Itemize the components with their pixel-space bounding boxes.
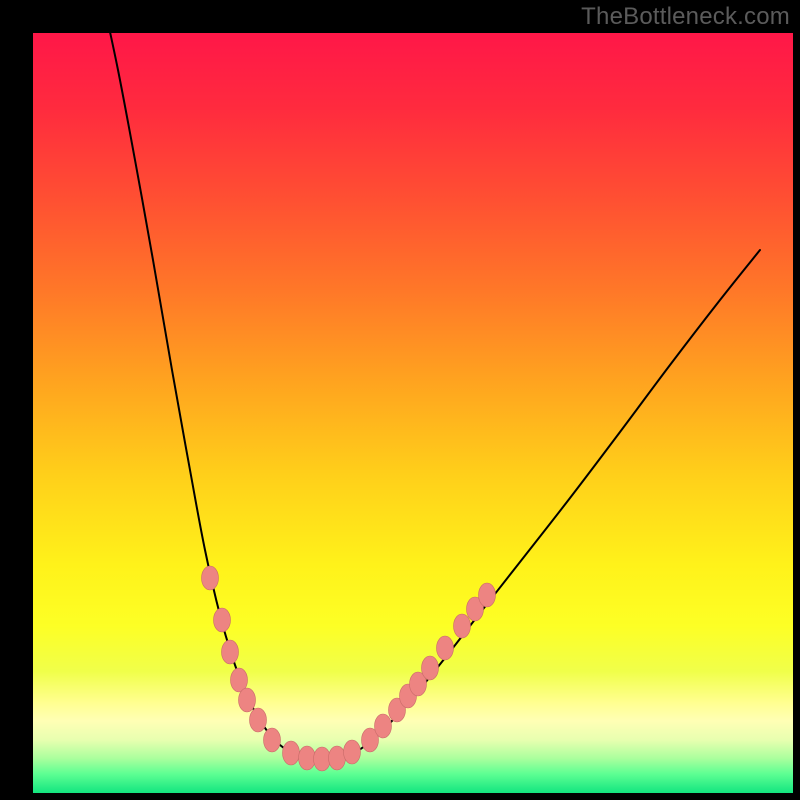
data-marker [437, 636, 454, 660]
data-marker [283, 741, 300, 765]
data-marker [250, 708, 267, 732]
data-marker [479, 583, 496, 607]
watermark-text: TheBottleneck.com [581, 3, 790, 31]
marker-cluster-left [202, 566, 281, 752]
data-marker [299, 746, 316, 770]
data-marker [239, 688, 256, 712]
plot-area [33, 33, 793, 793]
bottleneck-curve [103, 0, 760, 759]
data-marker [202, 566, 219, 590]
data-marker [422, 656, 439, 680]
curve-overlay [33, 33, 793, 793]
data-marker [214, 608, 231, 632]
data-marker [454, 614, 471, 638]
marker-cluster-right [362, 583, 496, 752]
data-marker [314, 747, 331, 771]
marker-cluster-bottom [283, 740, 361, 771]
data-marker [222, 640, 239, 664]
data-marker [329, 746, 346, 770]
data-marker [264, 728, 281, 752]
data-marker [375, 714, 392, 738]
data-marker [344, 740, 361, 764]
